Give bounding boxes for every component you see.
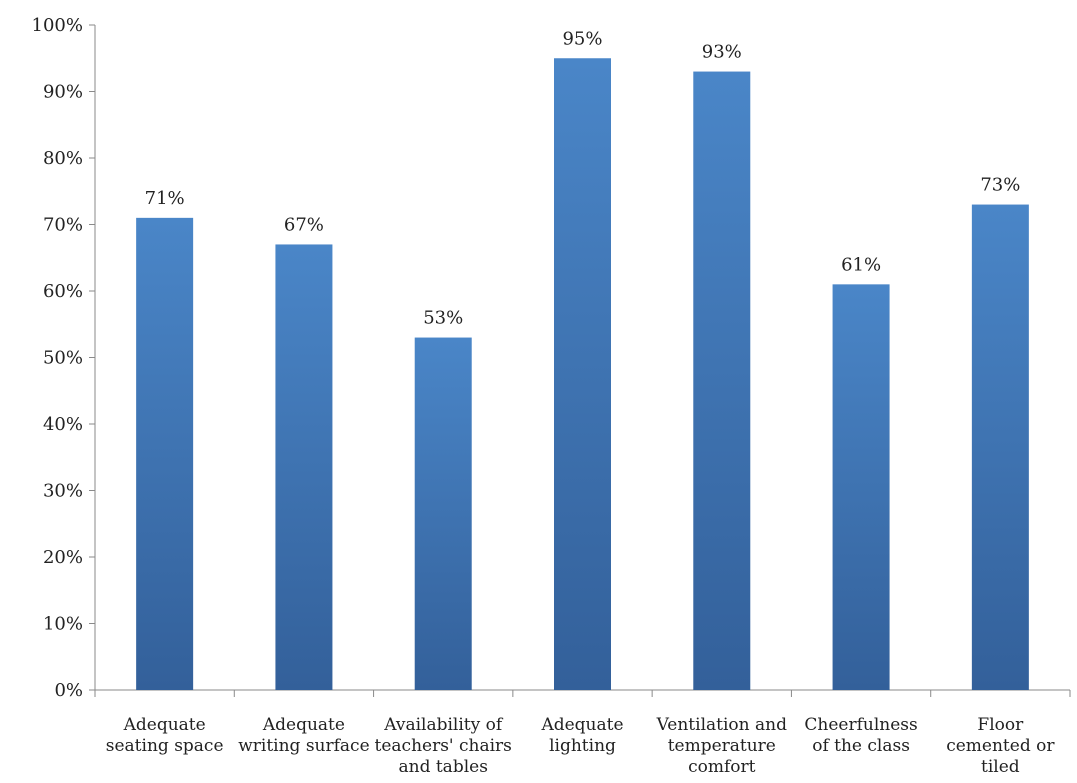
y-tick-label: 100% (32, 15, 83, 36)
x-axis (94, 689, 1071, 697)
bar-data-label: 67% (284, 214, 324, 235)
bar (832, 284, 890, 690)
y-tick-label: 10% (43, 614, 83, 635)
y-tick-label: 90% (43, 82, 83, 103)
bar-data-label: 93% (702, 42, 742, 63)
x-tick-label: Ventilation and temperature comfort (656, 715, 788, 777)
bar-data-label: 95% (562, 28, 602, 49)
y-tick-label: 70% (43, 215, 83, 236)
data-labels: 71% 67% 53% 95% 93% 61% 73% (145, 28, 1021, 328)
bar-data-label: 71% (145, 188, 185, 209)
y-tick-label: 40% (43, 414, 83, 435)
bar-data-label: 73% (980, 175, 1020, 196)
bar (275, 244, 333, 690)
y-tick-label: 50% (43, 348, 83, 369)
x-tick-label: Availability of teachers' chairs and table… (375, 715, 512, 777)
y-tick-label: 0% (54, 680, 83, 701)
bar (971, 204, 1029, 691)
bar-data-label: 61% (841, 254, 881, 275)
x-tick-label: Adequate lighting (540, 715, 623, 756)
bar (136, 217, 194, 690)
y-tick-label: 60% (43, 281, 83, 302)
y-tick-label: 20% (43, 547, 83, 568)
y-axis: 0% 10% 20% 30% 40% 50% 60% 70% 80% 90% 100% (32, 15, 96, 701)
category-labels: Adequate seating space Adequate writing sur… (106, 715, 1056, 777)
y-tick-label: 30% (43, 481, 83, 502)
bar (554, 58, 611, 690)
x-tick-label: Cheerfulness of the class (804, 715, 917, 756)
x-tick-label: Adequate writing surface (238, 715, 369, 756)
bars (136, 58, 1029, 691)
bar (414, 337, 472, 690)
x-tick-label: Adequate seating space (106, 715, 224, 756)
bar-data-label: 53% (423, 308, 463, 329)
x-tick-label: Floor cemented or tiled (946, 715, 1055, 777)
y-tick-label: 80% (43, 148, 83, 169)
bar (693, 71, 751, 691)
